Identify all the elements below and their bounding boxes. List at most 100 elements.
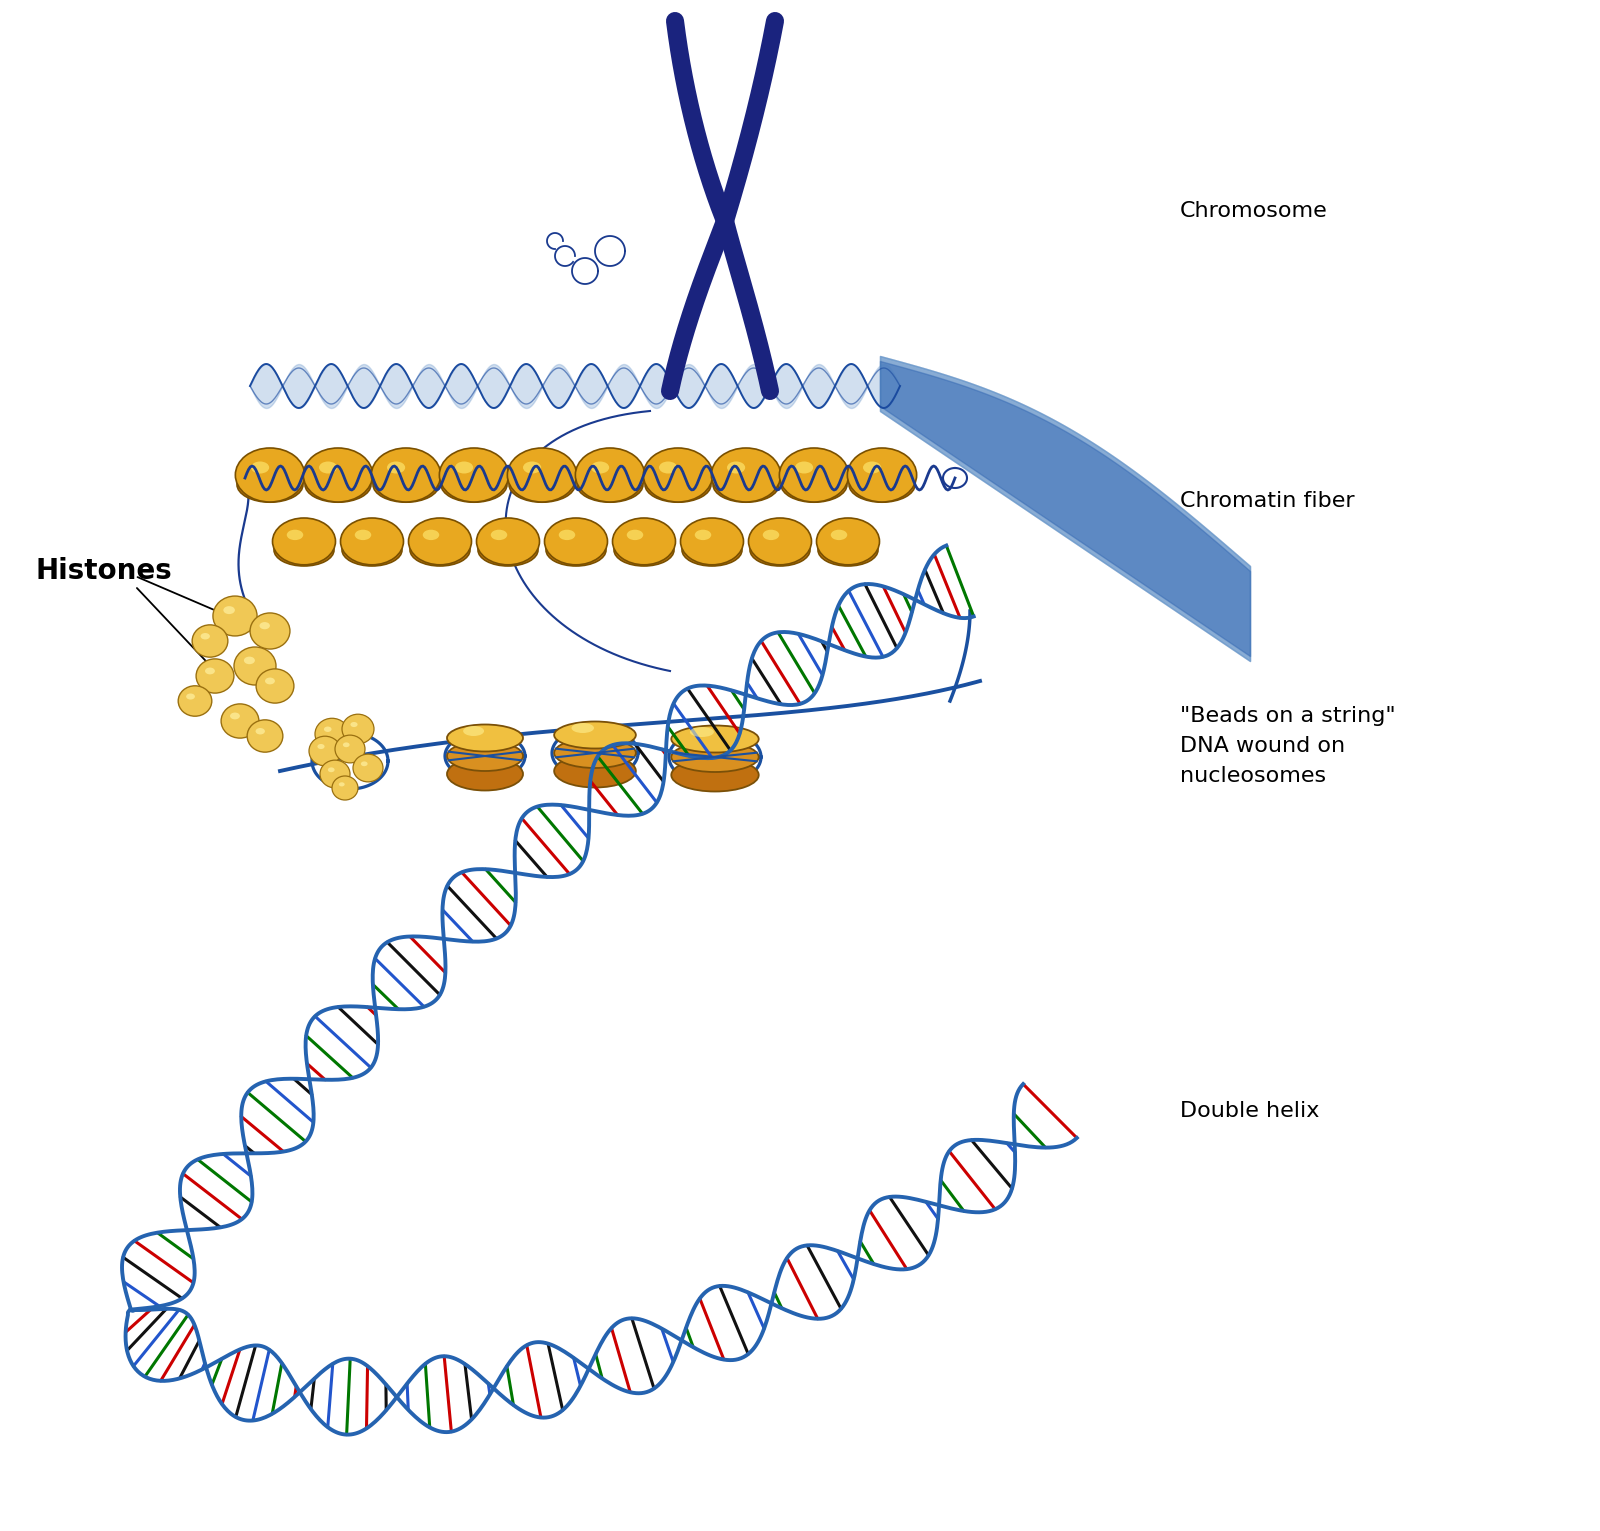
Ellipse shape — [446, 724, 523, 752]
Ellipse shape — [491, 530, 507, 540]
Ellipse shape — [315, 718, 349, 750]
Ellipse shape — [576, 449, 645, 502]
Ellipse shape — [554, 738, 635, 769]
Ellipse shape — [309, 736, 341, 766]
Ellipse shape — [446, 741, 523, 772]
Ellipse shape — [694, 530, 712, 540]
Ellipse shape — [590, 461, 610, 473]
Ellipse shape — [446, 758, 523, 790]
Ellipse shape — [373, 467, 438, 502]
Ellipse shape — [554, 755, 635, 787]
Ellipse shape — [178, 686, 211, 717]
Ellipse shape — [306, 467, 371, 502]
Ellipse shape — [645, 467, 710, 502]
Ellipse shape — [334, 735, 365, 762]
Ellipse shape — [250, 612, 290, 649]
Ellipse shape — [546, 534, 606, 566]
Text: Histones: Histones — [35, 557, 171, 585]
Ellipse shape — [558, 530, 576, 540]
Ellipse shape — [251, 461, 269, 473]
Ellipse shape — [659, 461, 677, 473]
Ellipse shape — [422, 530, 440, 540]
Ellipse shape — [230, 712, 240, 720]
Ellipse shape — [442, 467, 507, 502]
Ellipse shape — [462, 726, 485, 736]
Ellipse shape — [342, 713, 374, 744]
Ellipse shape — [243, 657, 254, 664]
Ellipse shape — [643, 449, 712, 502]
Ellipse shape — [578, 467, 643, 502]
Ellipse shape — [350, 723, 358, 727]
Ellipse shape — [246, 720, 283, 752]
Ellipse shape — [848, 449, 917, 502]
Ellipse shape — [750, 534, 810, 566]
Ellipse shape — [554, 721, 635, 749]
Text: Double helix: Double helix — [1181, 1101, 1320, 1121]
Ellipse shape — [523, 461, 541, 473]
Ellipse shape — [408, 517, 472, 565]
Ellipse shape — [256, 729, 266, 735]
Ellipse shape — [256, 669, 294, 703]
Ellipse shape — [627, 530, 643, 540]
Ellipse shape — [477, 517, 539, 565]
Ellipse shape — [478, 534, 538, 566]
Ellipse shape — [690, 727, 714, 736]
Ellipse shape — [454, 461, 474, 473]
Ellipse shape — [272, 517, 336, 565]
Ellipse shape — [323, 727, 331, 732]
Ellipse shape — [197, 658, 234, 694]
Ellipse shape — [672, 726, 758, 753]
Ellipse shape — [387, 461, 405, 473]
Ellipse shape — [507, 449, 576, 502]
Ellipse shape — [712, 449, 781, 502]
Ellipse shape — [714, 467, 779, 502]
Ellipse shape — [816, 517, 880, 565]
Ellipse shape — [682, 534, 742, 566]
Ellipse shape — [680, 517, 744, 565]
Ellipse shape — [259, 622, 270, 629]
Ellipse shape — [192, 625, 227, 657]
Ellipse shape — [186, 694, 195, 700]
Ellipse shape — [342, 534, 402, 566]
Ellipse shape — [266, 678, 275, 684]
Ellipse shape — [544, 517, 608, 565]
Ellipse shape — [304, 449, 373, 502]
Ellipse shape — [221, 704, 259, 738]
Ellipse shape — [328, 767, 334, 772]
Ellipse shape — [333, 776, 358, 801]
Ellipse shape — [613, 517, 675, 565]
Ellipse shape — [749, 517, 811, 565]
Ellipse shape — [795, 461, 813, 473]
Ellipse shape — [672, 758, 758, 792]
Ellipse shape — [440, 449, 509, 502]
Text: "Beads on a string"
DNA wound on
nucleosomes: "Beads on a string" DNA wound on nucleos… — [1181, 706, 1395, 785]
Ellipse shape — [571, 723, 594, 733]
Ellipse shape — [763, 530, 779, 540]
Ellipse shape — [341, 517, 403, 565]
Ellipse shape — [318, 461, 338, 473]
Ellipse shape — [850, 467, 915, 502]
Ellipse shape — [234, 648, 277, 684]
Ellipse shape — [224, 606, 235, 614]
Text: Chromatin fiber: Chromatin fiber — [1181, 491, 1355, 511]
Ellipse shape — [205, 668, 214, 674]
Ellipse shape — [781, 467, 846, 502]
Ellipse shape — [862, 461, 882, 473]
Ellipse shape — [354, 755, 382, 782]
Ellipse shape — [355, 530, 371, 540]
Text: Chromosome: Chromosome — [1181, 201, 1328, 220]
Ellipse shape — [509, 467, 574, 502]
Ellipse shape — [237, 467, 302, 502]
Ellipse shape — [362, 761, 368, 766]
Ellipse shape — [371, 449, 440, 502]
Ellipse shape — [235, 449, 304, 502]
Ellipse shape — [410, 534, 470, 566]
Ellipse shape — [320, 759, 350, 788]
Ellipse shape — [317, 744, 325, 749]
Ellipse shape — [830, 530, 848, 540]
Ellipse shape — [200, 632, 210, 640]
Ellipse shape — [286, 530, 304, 540]
Ellipse shape — [339, 782, 344, 787]
Ellipse shape — [213, 596, 258, 635]
Ellipse shape — [672, 743, 758, 772]
